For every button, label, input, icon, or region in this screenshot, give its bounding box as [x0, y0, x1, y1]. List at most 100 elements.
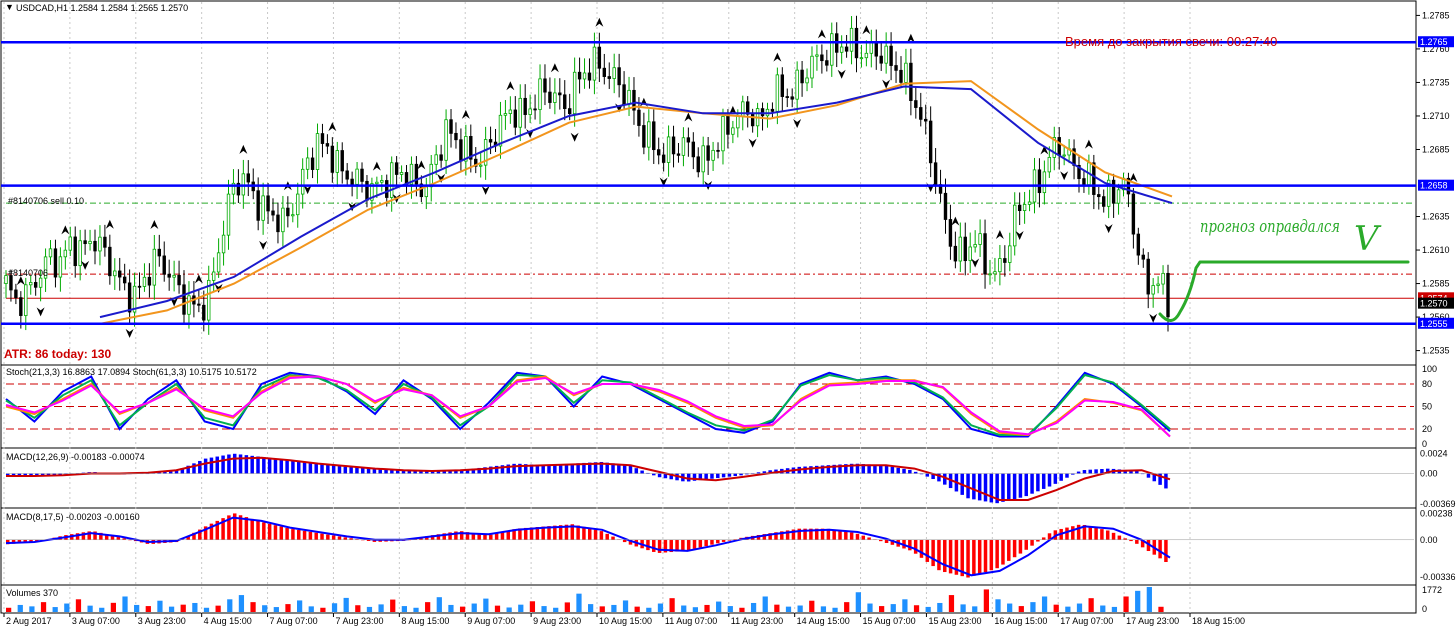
candle-body[interactable]	[108, 246, 112, 277]
candle-body[interactable]	[919, 107, 923, 120]
candle-body[interactable]	[1013, 204, 1017, 247]
candle-body[interactable]	[152, 248, 157, 286]
candle-body[interactable]	[1146, 258, 1150, 295]
candle-body[interactable]	[632, 89, 636, 111]
candle-body[interactable]	[676, 153, 681, 156]
candle-body[interactable]	[815, 54, 819, 57]
candle-body[interactable]	[142, 276, 147, 287]
candle-body[interactable]	[118, 270, 122, 278]
candle-body[interactable]	[864, 52, 869, 59]
candle-body[interactable]	[360, 168, 364, 182]
candle-body[interactable]	[1116, 189, 1121, 204]
candle-body[interactable]	[948, 219, 953, 247]
candle-body[interactable]	[375, 181, 379, 185]
candle-body[interactable]	[572, 71, 577, 115]
candle-body[interactable]	[830, 33, 834, 66]
candle-body[interactable]	[701, 145, 705, 173]
candle-body[interactable]	[953, 245, 958, 262]
candle-body[interactable]	[221, 234, 226, 254]
candle-body[interactable]	[1111, 179, 1116, 204]
candle-body[interactable]	[296, 193, 300, 216]
main-price-pane[interactable]	[1, 15, 1416, 338]
candle-body[interactable]	[409, 163, 414, 185]
candle-body[interactable]	[879, 55, 883, 64]
candle-body[interactable]	[805, 77, 809, 84]
candle-body[interactable]	[444, 119, 448, 161]
candle-body[interactable]	[157, 248, 161, 257]
candle-body[interactable]	[414, 163, 419, 185]
candle-body[interactable]	[1027, 201, 1032, 205]
candle-body[interactable]	[459, 139, 463, 162]
candle-body[interactable]	[320, 133, 325, 144]
candle-body[interactable]	[389, 162, 394, 198]
candle-body[interactable]	[691, 141, 696, 158]
candle-body[interactable]	[993, 271, 997, 275]
candle-body[interactable]	[513, 109, 518, 128]
candle-body[interactable]	[820, 54, 824, 62]
candle-body[interactable]	[419, 183, 424, 198]
candle-body[interactable]	[1037, 169, 1042, 194]
candle-body[interactable]	[839, 46, 844, 53]
candle-body[interactable]	[241, 173, 246, 196]
volumes-pane[interactable]	[6, 587, 1164, 612]
stochastic-pane[interactable]	[5, 371, 1414, 438]
candle-body[interactable]	[216, 252, 221, 273]
candle-body[interactable]	[127, 282, 132, 313]
candle-body[interactable]	[167, 273, 171, 278]
candle-body[interactable]	[394, 162, 399, 175]
candle-body[interactable]	[874, 42, 878, 57]
candle-body[interactable]	[800, 69, 804, 84]
candle-body[interactable]	[928, 120, 933, 164]
candle-body[interactable]	[523, 97, 527, 115]
candle-body[interactable]	[345, 170, 349, 180]
candle-body[interactable]	[661, 154, 666, 163]
candle-body[interactable]	[261, 195, 265, 221]
candle-body[interactable]	[894, 65, 898, 71]
candle-body[interactable]	[83, 240, 87, 245]
candle-body[interactable]	[1052, 137, 1056, 158]
candle-body[interactable]	[385, 180, 389, 198]
candle-body[interactable]	[577, 71, 582, 80]
candle-body[interactable]	[1092, 162, 1096, 195]
candle-body[interactable]	[731, 127, 735, 135]
candle-body[interactable]	[933, 162, 938, 185]
candle-body[interactable]	[19, 297, 23, 316]
candle-body[interactable]	[909, 62, 913, 102]
candle-body[interactable]	[1008, 245, 1012, 263]
candle-body[interactable]	[770, 108, 775, 112]
candle-body[interactable]	[498, 114, 503, 147]
candle-body[interactable]	[113, 270, 117, 277]
candle-body[interactable]	[137, 285, 142, 288]
candle-body[interactable]	[656, 149, 661, 156]
candle-body[interactable]	[602, 67, 607, 77]
candle-body[interactable]	[43, 256, 48, 279]
candle-body[interactable]	[197, 303, 201, 306]
candle-body[interactable]	[177, 274, 181, 286]
candle-body[interactable]	[478, 164, 483, 167]
candle-body[interactable]	[647, 121, 651, 148]
candle-body[interactable]	[533, 108, 537, 111]
candle-body[interactable]	[884, 45, 888, 64]
candle-body[interactable]	[291, 214, 295, 217]
candle-body[interactable]	[582, 72, 587, 80]
candle-body[interactable]	[88, 240, 92, 245]
candle-body[interactable]	[963, 236, 967, 262]
candle-body[interactable]	[1097, 194, 1101, 198]
candle-body[interactable]	[281, 207, 285, 233]
candle-body[interactable]	[785, 96, 789, 98]
candle-body[interactable]	[434, 154, 438, 165]
candle-body[interactable]	[469, 136, 473, 160]
candle-body[interactable]	[914, 100, 918, 108]
candle-body[interactable]	[182, 284, 186, 315]
macd-8-17-5-pane[interactable]	[5, 513, 1414, 578]
candle-body[interactable]	[988, 273, 992, 276]
candle-body[interactable]	[132, 285, 137, 313]
candle-body[interactable]	[310, 157, 315, 170]
candle-body[interactable]	[122, 276, 127, 284]
candle-body[interactable]	[202, 304, 206, 321]
candle-body[interactable]	[1131, 193, 1136, 235]
candle-body[interactable]	[53, 248, 58, 278]
candle-body[interactable]	[627, 89, 631, 105]
